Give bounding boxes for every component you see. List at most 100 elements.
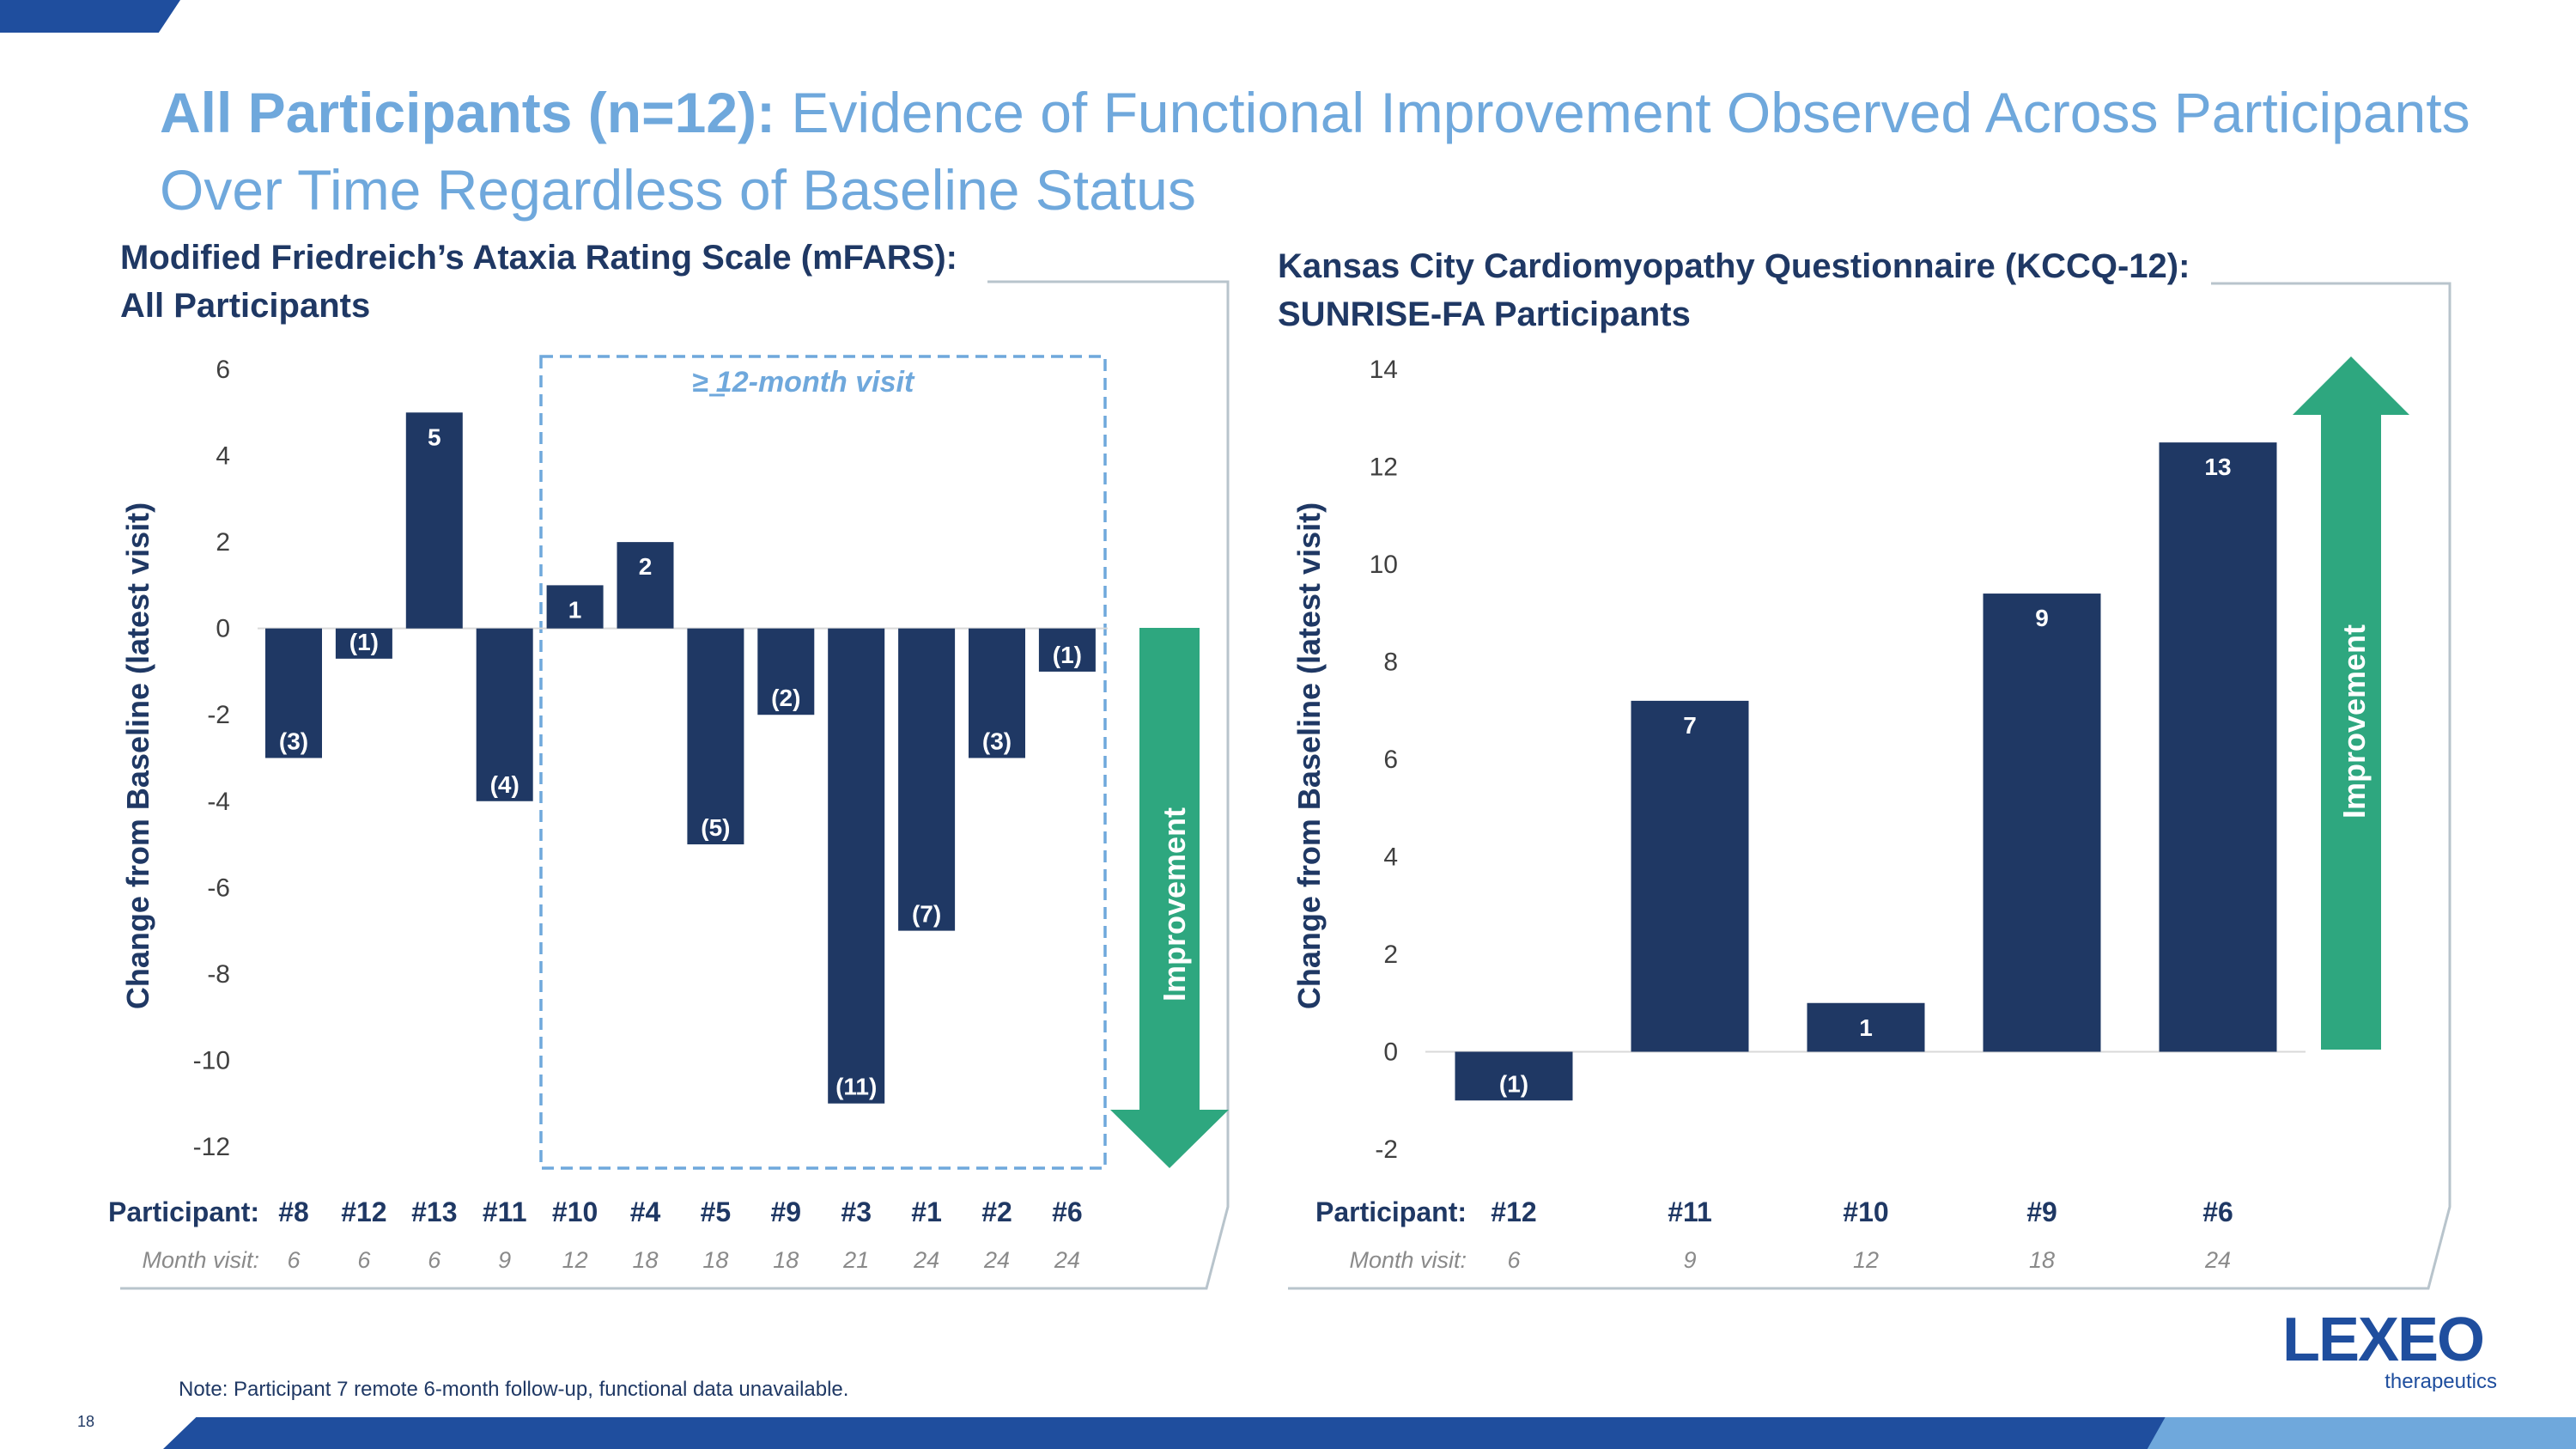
footer-bar	[163, 1417, 2361, 1449]
month-label: 24	[913, 1247, 939, 1273]
y-tick-label: -10	[193, 1046, 230, 1075]
data-label: (1)	[349, 629, 379, 655]
twelve-month-annotation: ≥ 12-month visit	[692, 366, 915, 399]
participant-label: #11	[483, 1196, 527, 1227]
kccq-panel-frame	[1288, 282, 2451, 1290]
y-tick-label: 12	[1370, 454, 1398, 482]
y-tick-label: -4	[207, 788, 230, 816]
bar	[476, 628, 533, 801]
data-label: 5	[428, 423, 441, 450]
data-label: 1	[1859, 1014, 1873, 1041]
kccq-y-axis-label: Change from Baseline (latest visit)	[1291, 502, 1327, 1009]
y-tick-label: 2	[216, 528, 230, 557]
twelve-month-box	[539, 355, 1107, 1170]
mfars-chart: ≥ 12-month visit Change from Baseline (l…	[108, 355, 1229, 1273]
participant-label: #10	[552, 1196, 598, 1227]
y-tick-label: -2	[1375, 1135, 1398, 1164]
kccq-title-line1: Kansas City Cardiomyopathy Questionnaire…	[1278, 247, 2190, 285]
participant-label: #1	[911, 1196, 942, 1227]
bar	[1038, 628, 1096, 672]
y-tick-label: 4	[216, 442, 230, 471]
month-label: 18	[2029, 1247, 2055, 1273]
page-number: 18	[77, 1413, 95, 1430]
kccq-improvement-arrow: Improvement	[2293, 356, 2409, 1050]
month-row-label: Month visit:	[1349, 1247, 1467, 1273]
mfars-panel-frame	[120, 280, 1230, 1290]
footer-bar-light	[2147, 1417, 2576, 1449]
y-tick-label: 0	[216, 615, 230, 643]
bar	[687, 628, 744, 845]
title-bold: All Participants (n=12):	[160, 81, 776, 144]
mfars-chart-heading: Modified Friedreich’s Ataxia Rating Scal…	[120, 234, 957, 330]
data-label: (11)	[835, 1074, 877, 1100]
bar	[828, 628, 885, 1104]
participant-label: #5	[701, 1196, 732, 1227]
bar	[335, 628, 392, 659]
mfars-title-line1: Modified Friedreich’s Ataxia Rating Scal…	[120, 239, 957, 277]
participant-label: #13	[411, 1196, 457, 1227]
month-label: 24	[2204, 1247, 2231, 1273]
participant-label: #11	[1668, 1196, 1712, 1227]
bar	[1631, 700, 1749, 1052]
y-tick-label: 2	[1383, 941, 1398, 969]
month-label: 6	[428, 1247, 441, 1273]
y-tick-label: 0	[1383, 1038, 1398, 1067]
month-label: 12	[562, 1247, 588, 1273]
logo-graphic: LEXEO therapeutics	[2282, 1306, 2497, 1393]
month-label: 18	[632, 1247, 658, 1273]
participant-label: #9	[771, 1196, 802, 1227]
month-label: 6	[357, 1247, 371, 1273]
participant-label: #9	[2026, 1196, 2057, 1227]
y-tick-label: 10	[1370, 551, 1398, 579]
corner-accent	[0, 0, 180, 33]
y-tick-label: -12	[193, 1133, 230, 1161]
mfars-improvement-arrow: Improvement	[1110, 628, 1229, 1168]
mfars-arrow-label: Improvement	[1157, 807, 1192, 1002]
participant-label: #3	[841, 1196, 872, 1227]
participant-label: #12	[341, 1196, 386, 1227]
kccq-chart: Change from Baseline (latest visit) Impr…	[1291, 356, 2409, 1273]
month-label: 9	[1683, 1247, 1696, 1273]
month-label: 9	[498, 1247, 511, 1273]
bar	[898, 628, 956, 931]
data-label: (5)	[701, 814, 730, 841]
y-tick-label: 14	[1370, 356, 1398, 384]
data-label: 9	[2035, 605, 2049, 631]
participant-label: #2	[981, 1196, 1012, 1227]
participant-label: #8	[278, 1196, 309, 1227]
data-label: (1)	[1499, 1070, 1528, 1097]
month-row-label: Month visit:	[142, 1247, 259, 1273]
logo-wordmark: LEXEO	[2282, 1306, 2483, 1374]
data-label: (1)	[1053, 642, 1082, 668]
data-label: (4)	[490, 771, 519, 798]
bar	[969, 628, 1025, 758]
month-label: 21	[842, 1247, 869, 1273]
participant-row-label: Participant:	[108, 1196, 259, 1227]
y-tick-label: 4	[1383, 843, 1398, 872]
data-label: (2)	[771, 685, 800, 711]
lexeo-logo: LEXEO therapeutics	[2275, 1306, 2507, 1393]
page-title: All Participants (n=12): Evidence of Fun…	[160, 74, 2478, 228]
y-tick-label: -6	[207, 874, 230, 902]
data-label: 7	[1683, 712, 1697, 739]
up-arrow-icon	[2293, 356, 2409, 1050]
title-rest: Evidence of Functional Improvement Obser…	[160, 81, 2470, 222]
month-label: 12	[1853, 1247, 1879, 1273]
logo-subtitle: therapeutics	[2385, 1370, 2497, 1391]
month-label: 6	[1507, 1247, 1521, 1273]
month-label: 18	[773, 1247, 799, 1273]
kccq-chart-heading: Kansas City Cardiomyopathy Questionnaire…	[1278, 242, 2190, 338]
participant-label: #4	[630, 1196, 661, 1227]
data-label: (3)	[982, 728, 1012, 755]
data-label: 2	[639, 553, 653, 580]
data-label: 13	[2204, 454, 2231, 480]
participant-label: #6	[2202, 1196, 2233, 1227]
participant-row-label: Participant:	[1315, 1196, 1467, 1227]
participant-label: #10	[1843, 1196, 1888, 1227]
bar	[1807, 1002, 1925, 1052]
y-tick-label: -8	[207, 960, 230, 989]
participant-label: #6	[1052, 1196, 1083, 1227]
bar	[546, 585, 604, 629]
mfars-title-line2: All Participants	[120, 287, 371, 325]
y-tick-label: 6	[216, 356, 230, 384]
